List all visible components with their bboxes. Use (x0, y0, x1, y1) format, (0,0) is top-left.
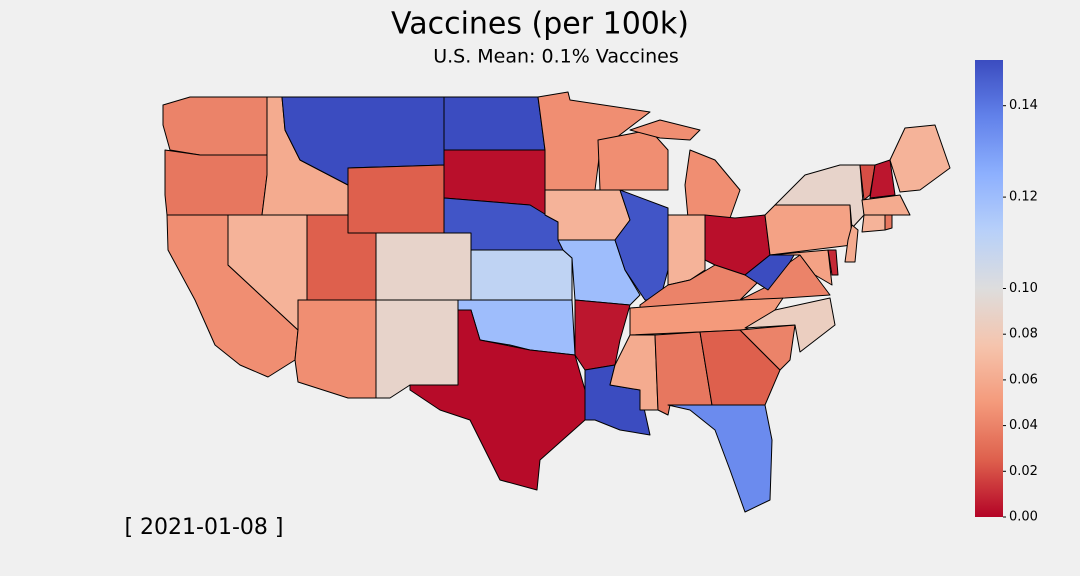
chart-subtitle: U.S. Mean: 0.1% Vaccines (433, 46, 679, 68)
state (667, 404, 773, 513)
colorbar-tick-label: 0.06 (1009, 372, 1038, 387)
state (861, 194, 911, 216)
colorbar-tick-label: 0.08 (1009, 327, 1038, 342)
date-label: [ 2021-01-08 ] (124, 515, 283, 540)
state (470, 249, 573, 301)
state (164, 149, 268, 216)
state (744, 297, 836, 353)
state (375, 299, 459, 399)
state (844, 224, 859, 263)
colorbar-tick-label: 0.02 (1009, 464, 1038, 479)
state (739, 324, 796, 371)
state (827, 249, 839, 276)
state (443, 96, 546, 151)
colorbar-tick-label: 0.00 (1009, 510, 1038, 525)
state (774, 164, 865, 229)
state (861, 214, 886, 233)
state (544, 189, 631, 241)
state (375, 232, 472, 301)
state (699, 329, 781, 406)
state (769, 249, 833, 286)
state (869, 159, 896, 199)
colorbar-tick-label: 0.10 (1009, 281, 1038, 296)
map (162, 91, 951, 513)
state (162, 96, 268, 156)
state (764, 204, 853, 256)
colorbar-tick-label: 0.14 (1009, 98, 1038, 113)
colorbar (975, 60, 1003, 517)
colorbar-tick-label: 0.12 (1009, 190, 1038, 205)
state (347, 164, 445, 234)
state (294, 299, 377, 399)
state (597, 129, 669, 191)
chart-title: Vaccines (per 100k) (391, 7, 689, 42)
colorbar-tick-label: 0.04 (1009, 418, 1038, 433)
state (889, 124, 951, 193)
state (884, 214, 893, 231)
state (409, 309, 586, 491)
